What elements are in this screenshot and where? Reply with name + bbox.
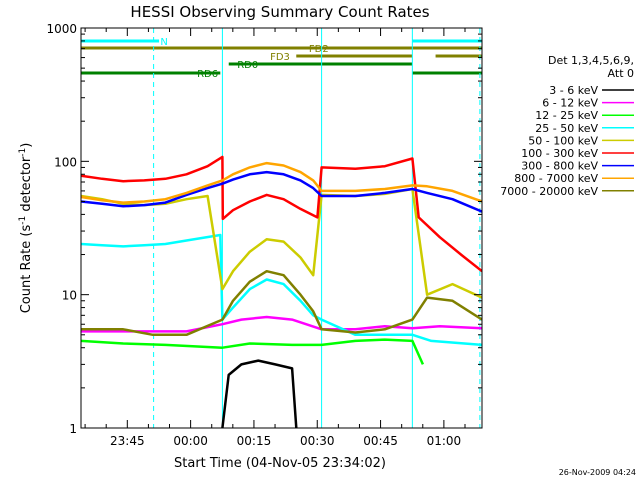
flag-label: FD3: [270, 52, 290, 63]
series-line: [221, 359, 298, 428]
x-tick-label: 00:45: [363, 434, 398, 448]
y-axis-label-part: Count Rate (s: [19, 225, 34, 314]
series-line: [81, 269, 482, 337]
legend-entry-label: 100 - 300 keV: [521, 147, 598, 160]
legend-entry-label: 7000 - 20000 keV: [500, 185, 598, 198]
y-axis: 1 10 100 1000: [46, 22, 482, 436]
footer-timestamp: 26-Nov-2009 04:24: [559, 468, 636, 477]
y-axis-label-sup: -1: [18, 148, 28, 157]
legend-entry-label: 3 - 6 keV: [549, 84, 598, 97]
y-tick-label: 100: [54, 155, 77, 169]
series-line: [81, 315, 482, 333]
y-tick-label: 1000: [46, 22, 77, 36]
x-axis: 23:45 00:00 00:15 00:30 00:45 01:00: [84, 28, 466, 448]
flag-label: RD6: [197, 69, 218, 80]
flag-label: RD0: [237, 60, 258, 71]
series-line: [81, 161, 482, 204]
y-axis-label: Count Rate (s-1 detector-1): [18, 143, 34, 314]
legend-entry-label: 50 - 100 keV: [528, 134, 598, 147]
legend-entry-label: 12 - 25 keV: [535, 109, 598, 122]
legend-entry-label: 6 - 12 keV: [542, 97, 598, 110]
x-tick-label: 00:15: [237, 434, 272, 448]
series-line: [81, 338, 425, 365]
y-tick-label: 10: [62, 289, 77, 303]
y-axis-label-part: detector: [19, 156, 34, 216]
flag-bars: N FD2 FD3 RD0 RD6: [81, 37, 482, 80]
legend-entry-label: 800 - 7000 keV: [514, 172, 598, 185]
x-tick-label: 00:30: [300, 434, 335, 448]
legend-entry-label: 300 - 800 keV: [521, 160, 598, 173]
series-line: [81, 233, 482, 347]
legend-header: Det 1,3,4,5,6,9,: [548, 54, 634, 67]
x-tick-label: 00:00: [173, 434, 208, 448]
series-lines: [81, 155, 482, 428]
chart-title: HESSI Observing Summary Count Rates: [130, 3, 429, 21]
flag-label: N: [160, 37, 167, 48]
legend-header: Att 0: [608, 67, 634, 80]
y-tick-label: 1: [69, 422, 77, 436]
legend-entry-label: 25 - 50 keV: [535, 122, 598, 135]
x-tick-label: 23:45: [110, 434, 145, 448]
plot-frame: [80, 27, 483, 429]
y-axis-label-part: ): [19, 143, 34, 148]
cyan-marker-lines: [153, 28, 481, 428]
x-tick-label: 01:00: [427, 434, 462, 448]
series-line: [81, 155, 482, 273]
x-axis-label: Start Time (04-Nov-05 23:34:02): [174, 456, 386, 471]
y-axis-label-sup: -1: [18, 216, 28, 225]
series-line: [81, 170, 482, 213]
flag-label: FD2: [309, 44, 329, 55]
